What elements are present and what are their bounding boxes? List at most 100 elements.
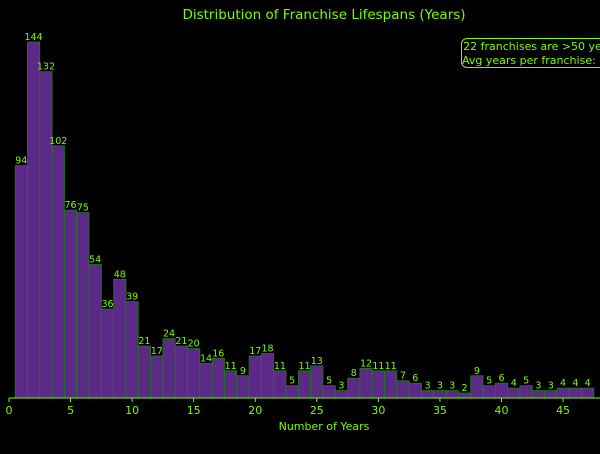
- bar: [88, 264, 102, 399]
- chart-title: Distribution of Franchise Lifespans (Yea…: [182, 7, 465, 23]
- bar-value-label: 2: [462, 383, 468, 394]
- bar: [396, 380, 410, 399]
- bar-value-label: 6: [498, 373, 504, 384]
- bar-value-label: 20: [188, 339, 200, 350]
- bar-value-label: 14: [200, 353, 212, 364]
- bar: [162, 338, 176, 399]
- bar-value-label: 17: [249, 346, 261, 357]
- x-tick-label: 30: [371, 404, 385, 417]
- bar-value-label: 3: [437, 381, 443, 392]
- bar-value-label: 4: [511, 378, 517, 389]
- x-tick-label: 15: [187, 404, 201, 417]
- x-tick-label: 5: [67, 404, 74, 417]
- bar-value-label: 4: [585, 378, 591, 389]
- annotation-line-1: 22 franchises are >50 years: [463, 40, 600, 53]
- bar-value-label: 7: [400, 371, 406, 382]
- bar-value-label: 11: [225, 361, 237, 372]
- bar-value-label: 3: [548, 381, 554, 392]
- x-tick-label: 40: [495, 404, 509, 417]
- bar: [211, 358, 225, 399]
- bar-value-label: 5: [289, 376, 295, 387]
- bar: [519, 385, 533, 399]
- bar-value-label: 17: [151, 346, 163, 357]
- bar-value-label: 3: [338, 381, 344, 392]
- bar-value-label: 12: [360, 358, 372, 369]
- bar: [297, 370, 312, 399]
- bar-value-label: 54: [89, 255, 101, 266]
- bar: [236, 375, 250, 399]
- bar: [224, 370, 238, 399]
- bar-value-label: 13: [311, 356, 323, 367]
- bar: [310, 365, 324, 399]
- x-ticks-group: 0 5 10 15 20 25 30 35 40 45: [6, 398, 570, 417]
- bar-value-label: 21: [138, 336, 150, 347]
- bar-value-label: 132: [37, 62, 55, 73]
- bar: [371, 370, 385, 399]
- bar: [248, 355, 262, 399]
- bar-value-label: 11: [298, 361, 310, 372]
- bar-value-label: 48: [114, 269, 126, 280]
- bar: [125, 301, 139, 399]
- bar-value-label: 11: [274, 361, 286, 372]
- x-tick-label: 0: [6, 404, 13, 417]
- bar: [137, 345, 151, 399]
- bar-value-label: 144: [25, 32, 43, 43]
- bar-value-label: 3: [449, 381, 455, 392]
- bar: [347, 377, 361, 399]
- bar: [433, 390, 447, 399]
- bar: [64, 209, 78, 399]
- bar-value-label: 18: [262, 344, 274, 355]
- bar-value-label: 94: [15, 156, 27, 167]
- bar-value-label: 76: [65, 200, 77, 211]
- bar-value-label: 6: [412, 373, 418, 384]
- bar-value-label: 16: [212, 348, 224, 359]
- x-tick-label: 20: [248, 404, 262, 417]
- bar: [322, 385, 336, 399]
- bar: [199, 362, 213, 399]
- x-tick-label: 25: [310, 404, 324, 417]
- bar: [14, 165, 28, 399]
- bar: [507, 387, 521, 399]
- bar: [39, 71, 53, 399]
- bar-value-label: 36: [101, 299, 113, 310]
- bar: [359, 367, 373, 399]
- annotation-box: 22 franchises are >50 years Avg years pe…: [461, 38, 600, 68]
- bar: [76, 212, 90, 399]
- x-tick-label: 45: [556, 404, 570, 417]
- bar: [273, 370, 287, 399]
- bar-value-label: 75: [77, 203, 89, 214]
- bar: [568, 387, 582, 399]
- bar-value-label: 5: [486, 376, 492, 387]
- bar: [421, 390, 435, 399]
- bar: [470, 375, 484, 399]
- bar-value-label: 102: [49, 136, 67, 147]
- bar: [51, 145, 65, 399]
- bar: [544, 390, 558, 399]
- bar-value-label: 24: [163, 329, 175, 340]
- bar: [100, 308, 115, 399]
- bar: [285, 385, 299, 399]
- x-axis-label: Number of Years: [279, 420, 370, 433]
- bar: [150, 355, 164, 399]
- bar: [556, 387, 570, 399]
- bar: [113, 278, 127, 399]
- bar: [445, 390, 459, 399]
- bar: [384, 370, 398, 399]
- bar: [408, 382, 422, 399]
- bar: [187, 348, 201, 399]
- bar-value-label: 11: [372, 361, 384, 372]
- bar-value-label: 21: [175, 336, 187, 347]
- bar-value-label: 3: [535, 381, 541, 392]
- bar: [482, 385, 496, 399]
- bar-value-label: 5: [523, 376, 529, 387]
- bar: [261, 353, 275, 399]
- bar: [174, 345, 188, 399]
- bar-value-label: 9: [240, 366, 246, 377]
- bar: [27, 41, 41, 399]
- bar-value-label: 3: [425, 381, 431, 392]
- x-tick-label: 35: [433, 404, 447, 417]
- bar-value-label: 4: [560, 378, 566, 389]
- bar: [334, 390, 348, 399]
